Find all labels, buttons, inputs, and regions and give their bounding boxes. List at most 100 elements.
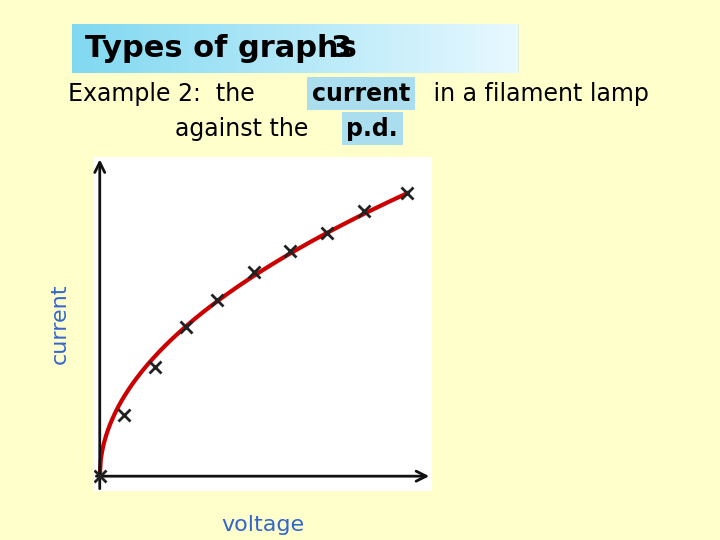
Bar (384, 24, 389, 73)
Bar (72, 24, 76, 73)
Bar (420, 24, 425, 73)
Bar (175, 24, 179, 73)
Bar (510, 24, 514, 73)
Text: 3: 3 (331, 34, 352, 63)
Bar (251, 24, 255, 73)
Bar (393, 24, 398, 73)
Bar (86, 24, 90, 73)
Bar (362, 24, 366, 73)
Bar (215, 24, 220, 73)
Bar (451, 24, 456, 73)
Bar (76, 24, 81, 73)
Bar (81, 24, 86, 73)
Text: Types of graphs: Types of graphs (86, 34, 357, 63)
Bar (246, 24, 251, 73)
Bar (277, 24, 282, 73)
Bar (514, 24, 518, 73)
Bar (153, 24, 157, 73)
Bar (358, 24, 362, 73)
Bar (148, 24, 153, 73)
Bar (259, 24, 264, 73)
Bar (255, 24, 259, 73)
Bar (496, 24, 500, 73)
Bar (465, 24, 469, 73)
Bar (433, 24, 438, 73)
Bar (295, 24, 300, 73)
Bar (233, 24, 237, 73)
Bar (366, 24, 371, 73)
Text: p.d.: p.d. (346, 117, 398, 141)
Bar (192, 24, 197, 73)
Bar (112, 24, 117, 73)
Bar (456, 24, 460, 73)
Bar (407, 24, 411, 73)
Bar (135, 24, 139, 73)
Bar (108, 24, 112, 73)
Bar (438, 24, 443, 73)
Bar (161, 24, 166, 73)
Bar (206, 24, 210, 73)
Bar (331, 24, 336, 73)
Bar (322, 24, 326, 73)
Bar (117, 24, 121, 73)
Bar (300, 24, 304, 73)
Bar (125, 24, 130, 73)
Bar (184, 24, 188, 73)
Bar (309, 24, 313, 73)
Bar (389, 24, 393, 73)
Bar (139, 24, 143, 73)
Bar (398, 24, 402, 73)
Bar (371, 24, 376, 73)
Bar (474, 24, 478, 73)
Bar (197, 24, 202, 73)
Bar (354, 24, 358, 73)
Bar (402, 24, 407, 73)
Text: Example 2:  the: Example 2: the (68, 82, 262, 106)
Bar (447, 24, 451, 73)
Bar (411, 24, 415, 73)
Bar (143, 24, 148, 73)
Bar (500, 24, 505, 73)
Bar (282, 24, 287, 73)
Bar (242, 24, 246, 73)
Bar (224, 24, 228, 73)
Bar (460, 24, 465, 73)
Bar (344, 24, 348, 73)
Bar (99, 24, 103, 73)
Bar (505, 24, 510, 73)
Bar (103, 24, 108, 73)
Bar (429, 24, 433, 73)
Text: against the: against the (176, 117, 316, 141)
Bar (348, 24, 354, 73)
Bar (264, 24, 269, 73)
Bar (304, 24, 309, 73)
Bar (340, 24, 344, 73)
Bar (487, 24, 492, 73)
Text: voltage: voltage (221, 515, 305, 535)
Bar (90, 24, 94, 73)
Bar (492, 24, 496, 73)
Text: current: current (312, 82, 410, 106)
Bar (287, 24, 291, 73)
Bar (188, 24, 192, 73)
Bar (478, 24, 482, 73)
Bar (157, 24, 161, 73)
Bar (482, 24, 487, 73)
Bar (313, 24, 318, 73)
Bar (273, 24, 277, 73)
Text: in a filament lamp: in a filament lamp (426, 82, 649, 106)
Bar (336, 24, 340, 73)
Bar (228, 24, 233, 73)
Bar (179, 24, 184, 73)
Bar (170, 24, 175, 73)
Text: current: current (50, 284, 70, 364)
Bar (269, 24, 273, 73)
Bar (166, 24, 170, 73)
Bar (210, 24, 215, 73)
Bar (376, 24, 380, 73)
Bar (326, 24, 331, 73)
Bar (202, 24, 206, 73)
Bar (443, 24, 447, 73)
Bar (130, 24, 135, 73)
Bar (121, 24, 125, 73)
